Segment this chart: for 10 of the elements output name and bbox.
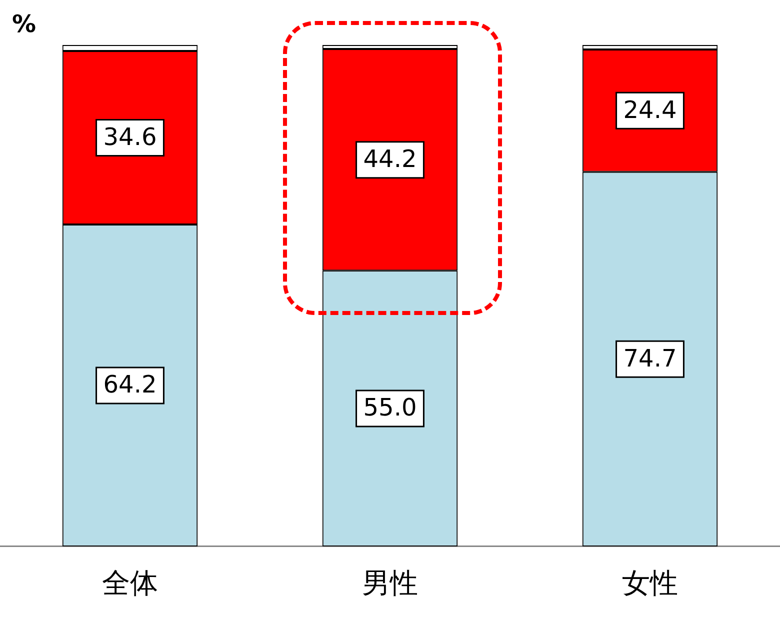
- data-label: 55.0: [363, 394, 417, 422]
- x-tick-label: 女性: [622, 566, 678, 600]
- data-label: 64.2: [103, 370, 157, 399]
- x-tick-label: 男性: [362, 566, 418, 600]
- x-tick-label: 全体: [102, 566, 158, 600]
- data-label: 74.7: [623, 344, 677, 372]
- data-label: 24.4: [623, 96, 677, 124]
- data-label: 44.2: [363, 145, 417, 174]
- y-axis-title: %: [12, 10, 36, 38]
- data-label: 34.6: [103, 122, 157, 151]
